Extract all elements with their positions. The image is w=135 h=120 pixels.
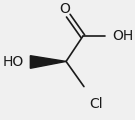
Text: OH: OH (112, 29, 133, 43)
Polygon shape (30, 56, 66, 68)
Text: O: O (60, 2, 70, 16)
Text: Cl: Cl (90, 97, 103, 111)
Text: HO: HO (2, 55, 24, 69)
